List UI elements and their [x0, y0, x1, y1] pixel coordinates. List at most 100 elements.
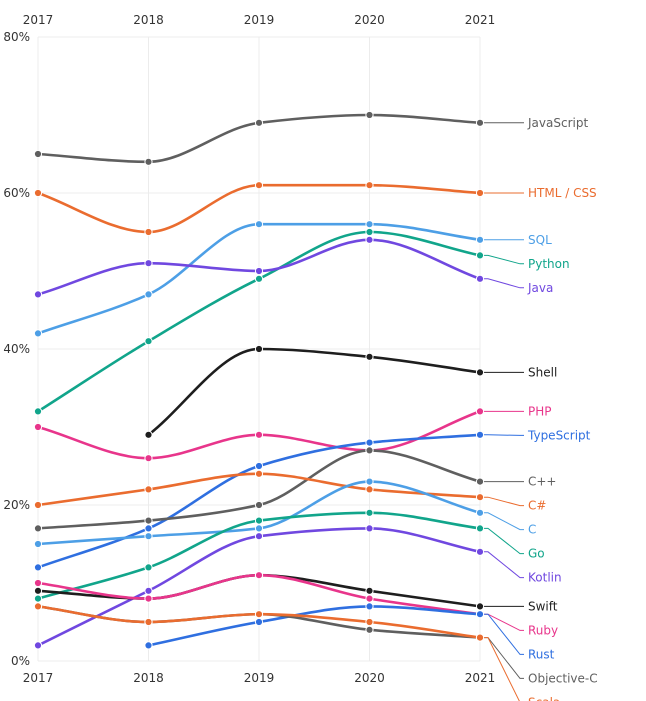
data-point-kotlin [33, 641, 43, 650]
series-label-javascript: JavaScript [527, 116, 588, 130]
data-point-c [365, 485, 374, 494]
series-label-python: Python [528, 257, 570, 271]
data-point-rust [365, 602, 374, 611]
data-point-swift [365, 586, 374, 595]
data-point-go [254, 516, 264, 525]
x-tick-label-top: 2021 [465, 13, 496, 27]
data-point-typescript [365, 438, 374, 447]
series-label-go: Go [528, 547, 545, 561]
data-point-c [475, 508, 485, 517]
data-point-kotlin [254, 532, 264, 541]
leader-c [480, 512, 524, 531]
data-point-go [365, 508, 374, 517]
data-point-javascript [33, 149, 43, 159]
leader-typescript [480, 434, 524, 436]
x-tick-label-top: 2019 [244, 13, 275, 27]
data-point-sql [365, 220, 374, 229]
series-label-typescript: TypeScript [527, 428, 591, 442]
series-label-sql: SQL [528, 233, 552, 247]
data-point-scala [365, 617, 374, 627]
data-point-ruby [365, 594, 374, 603]
data-point-java [475, 274, 485, 283]
data-point-html-css [254, 181, 264, 190]
series-line-rust [147, 605, 482, 647]
data-point-c [33, 539, 43, 549]
data-point-c [254, 524, 264, 533]
data-point-java [365, 235, 374, 244]
data-point-c [144, 516, 153, 525]
data-point-javascript [144, 157, 153, 166]
data-point-java [33, 290, 43, 299]
data-point-ruby [254, 571, 264, 580]
data-point-swift [475, 602, 485, 611]
data-point-javascript [365, 110, 374, 120]
series-label-objective-c: Objective-C [528, 671, 598, 685]
data-point-rust [475, 610, 485, 619]
data-point-go [33, 594, 43, 603]
data-point-php [33, 422, 43, 432]
series-label-c: C++ [528, 475, 557, 489]
data-point-rust [144, 641, 153, 650]
data-point-shell [254, 344, 264, 354]
series-points [33, 110, 485, 650]
leader-c [480, 496, 524, 507]
leader-kotlin [480, 551, 524, 579]
x-axis-top: 2017 2018 2019 2020 2021 [23, 13, 496, 27]
data-point-html-css [144, 227, 153, 237]
data-point-c [254, 500, 264, 510]
data-point-c [33, 500, 43, 510]
x-tick-label-bottom: 2020 [354, 671, 385, 685]
series-label-c: C# [528, 499, 546, 513]
data-point-javascript [475, 118, 485, 127]
data-point-kotlin [144, 586, 153, 595]
data-point-python [33, 407, 43, 416]
data-point-shell [475, 368, 485, 377]
data-point-ruby [144, 594, 153, 603]
data-point-sql [33, 329, 43, 338]
series-line-shell [147, 347, 482, 437]
data-point-javascript [254, 118, 264, 127]
y-tick-label: 0% [11, 654, 30, 668]
series-label-html-css: HTML / CSS [528, 186, 597, 200]
leader-go [480, 527, 524, 555]
data-point-go [144, 563, 153, 572]
leader-ruby [480, 613, 524, 631]
y-tick-label: 80% [3, 30, 30, 44]
data-point-c [144, 485, 153, 494]
data-point-c [33, 524, 43, 533]
data-point-scala [254, 610, 264, 619]
data-point-c [475, 493, 485, 502]
series-label-php: PHP [528, 404, 552, 418]
data-point-java [144, 259, 153, 268]
data-point-sql [144, 290, 153, 299]
y-axis: 0% 20% 40% 60% 80% [3, 30, 30, 668]
data-point-typescript [33, 563, 43, 572]
data-point-html-css [365, 181, 374, 190]
data-point-php [254, 430, 264, 439]
leader-rust [480, 613, 524, 655]
data-point-swift [33, 586, 43, 595]
series-label-scala: Scala [528, 695, 560, 701]
data-point-python [475, 251, 485, 260]
data-point-php [475, 407, 485, 416]
data-point-typescript [254, 461, 264, 471]
data-point-c [144, 532, 153, 541]
data-point-kotlin [365, 524, 374, 533]
series-label-kotlin: Kotlin [528, 571, 562, 585]
series-label-c: C [528, 523, 536, 537]
leader-python [480, 254, 524, 265]
x-tick-label-top: 2017 [23, 13, 54, 27]
x-tick-label-bottom: 2019 [244, 671, 275, 685]
leader-java [480, 278, 524, 289]
data-point-objective-c [365, 625, 374, 634]
x-tick-label-bottom: 2018 [133, 671, 164, 685]
data-point-html-css [33, 188, 43, 198]
data-point-scala [33, 602, 43, 611]
data-point-python [144, 337, 153, 346]
data-point-typescript [144, 524, 153, 533]
data-point-scala [144, 617, 153, 627]
data-point-typescript [475, 430, 485, 439]
data-point-shell [144, 430, 153, 439]
data-point-c [475, 477, 485, 486]
